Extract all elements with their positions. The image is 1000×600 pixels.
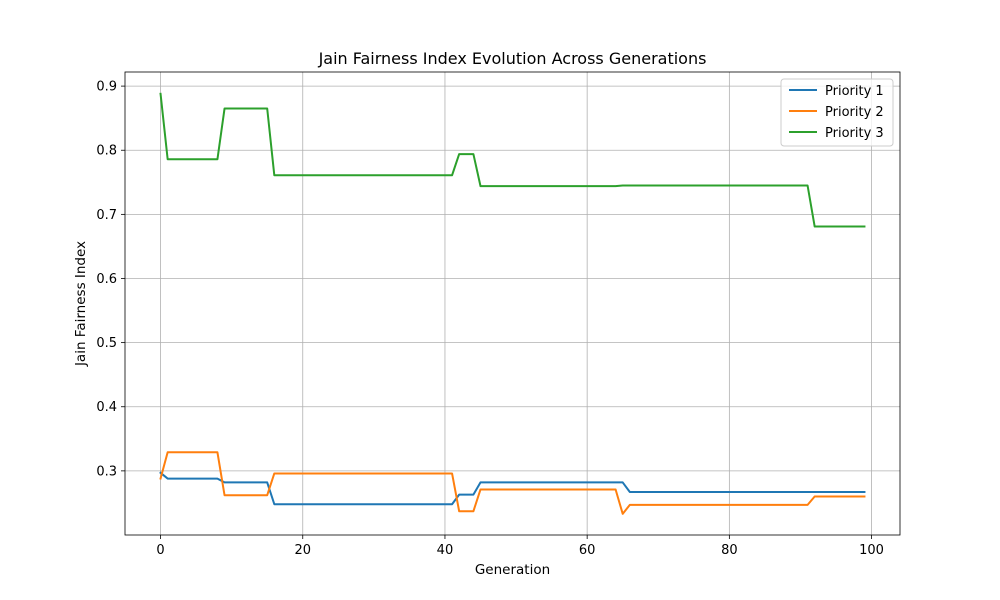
series-line-priority-1 [159, 471, 866, 506]
series-layer [159, 92, 866, 515]
y-axis-ticks: 0.3 0.4 0.5 0.6 0.7 0.8 0.9 [96, 80, 125, 479]
chart-title: Jain Fairness Index Evolution Across Gen… [318, 49, 707, 68]
plot-frame [124, 71, 901, 536]
x-axis-ticks: 0 20 40 60 80 100 [156, 535, 884, 558]
x-tick-label: 100 [859, 543, 884, 558]
x-tick-label: 60 [579, 543, 596, 558]
series-line-priority-2 [159, 451, 866, 515]
grid [125, 72, 900, 535]
series-line-priority-3 [159, 92, 866, 228]
x-tick-label: 20 [294, 543, 311, 558]
x-axis-label: Generation [475, 562, 550, 578]
x-tick-label: 40 [437, 543, 454, 558]
y-tick-label: 0.3 [96, 464, 117, 479]
y-tick-label: 0.4 [96, 400, 117, 415]
legend: Priority 1 Priority 2 Priority 3 [780, 78, 894, 147]
legend-box [780, 78, 894, 147]
legend-label-priority-3: Priority 3 [825, 126, 884, 141]
y-tick-label: 0.7 [96, 208, 117, 223]
x-tick-label: 80 [721, 543, 738, 558]
x-tick-label: 0 [156, 543, 164, 558]
y-axis-label: Jain Fairness Index [73, 241, 89, 367]
y-tick-label: 0.5 [96, 336, 117, 351]
y-tick-label: 0.9 [96, 80, 117, 95]
y-tick-label: 0.6 [96, 272, 117, 287]
legend-label-priority-1: Priority 1 [825, 84, 884, 99]
y-tick-label: 0.8 [96, 144, 117, 159]
legend-label-priority-2: Priority 2 [825, 105, 884, 120]
